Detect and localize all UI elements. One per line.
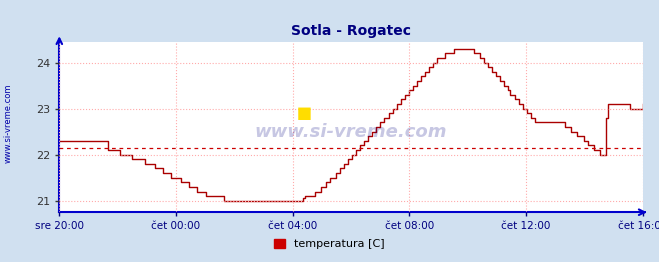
Text: www.si-vreme.com: www.si-vreme.com xyxy=(4,83,13,163)
Legend: temperatura [C]: temperatura [C] xyxy=(270,234,389,254)
Title: Sotla - Rogatec: Sotla - Rogatec xyxy=(291,24,411,38)
Text: ▪: ▪ xyxy=(296,101,313,125)
Text: www.si-vreme.com: www.si-vreme.com xyxy=(254,123,447,141)
